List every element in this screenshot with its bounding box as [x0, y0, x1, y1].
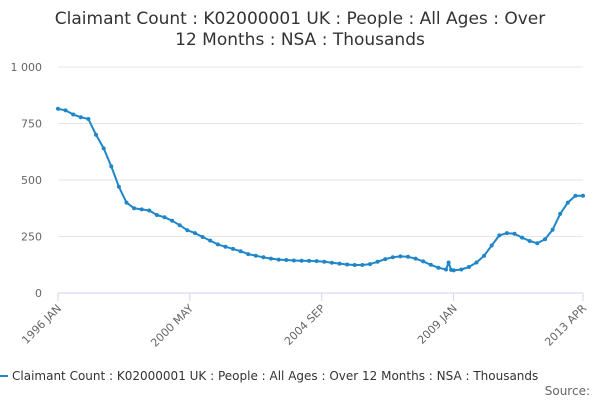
y-axis-tick-labels: 0 250 500 750 1 000 [11, 61, 43, 300]
data-point [345, 262, 350, 267]
x-tick-label: 2009 JAN [415, 302, 460, 347]
y-tick-label: 1 000 [11, 61, 43, 74]
x-axis: 1996 JAN 2000 MAY 2004 SEP 2009 JAN 2013 APR [19, 292, 589, 350]
data-point [535, 241, 540, 246]
data-point [482, 253, 487, 258]
data-point [489, 243, 494, 248]
data-point [520, 235, 525, 240]
x-tick-label: 2013 APR [542, 302, 589, 349]
data-point [383, 257, 388, 262]
data-point [261, 255, 266, 260]
y-tick-label: 250 [21, 231, 42, 244]
data-point [231, 246, 235, 251]
data-point [314, 259, 319, 264]
data-point [565, 200, 570, 205]
data-point [71, 112, 76, 117]
y-tick-label: 750 [21, 118, 42, 131]
legend[interactable]: Claimant Count : K02000001 UK : People :… [0, 369, 538, 383]
data-point [253, 253, 258, 258]
x-tick-label: 2004 SEP [282, 302, 328, 348]
data-point [215, 242, 220, 247]
x-tick-label: 1996 JAN [19, 302, 64, 347]
data-point [527, 239, 532, 243]
data-point [497, 233, 502, 238]
data-point [558, 211, 563, 216]
data-point [451, 268, 456, 273]
data-point [238, 249, 243, 254]
data-point [78, 115, 83, 120]
data-point [147, 208, 152, 213]
data-point [375, 259, 380, 264]
data-point [550, 227, 555, 232]
y-tick-label: 0 [35, 287, 42, 300]
data-point [406, 254, 410, 259]
data-point [269, 256, 273, 261]
data-point [132, 206, 137, 211]
gridlines [58, 66, 583, 237]
data-point [109, 164, 114, 169]
chart-title-line-1: Claimant Count : K02000001 UK : People :… [55, 9, 545, 29]
y-tick-label: 500 [21, 174, 42, 187]
data-point [573, 193, 578, 198]
data-point [185, 228, 190, 233]
data-point [352, 263, 357, 267]
data-point [446, 260, 451, 265]
legend-series-label[interactable]: Claimant Count : K02000001 UK : People :… [12, 369, 538, 383]
data-point [390, 255, 395, 260]
data-point [436, 265, 441, 270]
data-point [428, 262, 433, 267]
data-point [208, 238, 213, 243]
data-point [581, 193, 585, 198]
data-point [360, 263, 365, 267]
data-point [56, 106, 60, 111]
data-point [337, 261, 342, 266]
data-point [543, 237, 547, 242]
data-point [512, 231, 517, 236]
data-point [459, 267, 464, 272]
data-point [421, 259, 426, 264]
data-point [170, 218, 175, 223]
data-point [444, 267, 448, 272]
data-point [86, 117, 91, 121]
data-point [291, 258, 296, 263]
data-point [124, 200, 129, 205]
data-point [193, 231, 197, 236]
data-point [284, 258, 289, 262]
data-point [101, 146, 106, 151]
data-point [398, 254, 403, 259]
data-point [116, 184, 121, 189]
data-point [246, 252, 251, 257]
data-point [299, 258, 304, 263]
data-point [200, 235, 205, 239]
data-point [223, 244, 228, 249]
data-point [307, 258, 312, 263]
data-point [139, 207, 144, 212]
data-point [504, 231, 509, 236]
data-point [322, 259, 327, 264]
data-point [276, 257, 281, 262]
source-label: Source: [545, 384, 590, 398]
data-point [177, 223, 182, 228]
data-point [474, 260, 479, 265]
data-point [413, 256, 418, 261]
series-layer [56, 106, 585, 273]
data-point [162, 215, 167, 220]
series-line [57, 107, 583, 272]
data-point [94, 132, 98, 137]
data-point [368, 262, 372, 267]
x-tick-label: 2000 MAY [148, 302, 196, 350]
data-point [63, 108, 68, 113]
data-point [329, 260, 334, 265]
data-point [154, 213, 159, 217]
data-point [466, 265, 471, 269]
chart-title-line-2: 12 Months : NSA : Thousands [175, 30, 425, 50]
